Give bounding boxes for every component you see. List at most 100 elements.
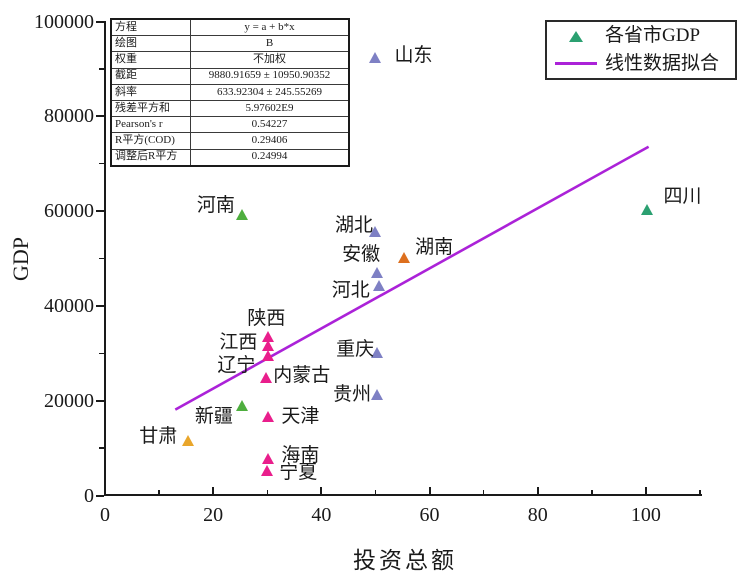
y-axis-line <box>104 21 106 496</box>
point-label-辽宁: 辽宁 <box>217 354 256 376</box>
stats-row-label: 调整后R平方 <box>110 148 191 167</box>
data-point-海南 <box>261 452 274 464</box>
x-tick-label: 20 <box>203 504 224 526</box>
stats-row: 绘图 B <box>110 35 350 53</box>
linear-fit-line <box>174 145 650 411</box>
stats-row-value: 不加权 <box>190 51 350 69</box>
legend: 各省市GDP 线性数据拟合 <box>545 20 737 80</box>
point-label-重庆: 重庆 <box>336 338 375 360</box>
stats-row: 斜率 633.92304 ± 245.55269 <box>110 83 350 101</box>
fit-line-icon <box>555 62 597 66</box>
point-label-新疆: 新疆 <box>194 405 233 427</box>
point-label-贵州: 贵州 <box>333 383 372 405</box>
legend-icon-box <box>547 30 605 42</box>
x-axis-title: 投资总额 <box>353 548 457 573</box>
x-tick-label: 60 <box>419 504 440 526</box>
x-major-tick <box>644 487 647 495</box>
stats-row: 权重 不加权 <box>110 51 350 69</box>
stats-row-label: 截距 <box>110 67 191 85</box>
y-tick-label: 100000 <box>34 10 94 33</box>
point-label-江西: 江西 <box>219 331 258 353</box>
point-label-陕西: 陕西 <box>247 307 286 329</box>
x-axis-line <box>104 494 702 496</box>
stats-row-value: 0.29406 <box>190 132 350 150</box>
stats-row-value: 0.54227 <box>190 116 350 134</box>
x-tick-label: 40 <box>311 504 332 526</box>
point-label-山东: 山东 <box>394 45 433 67</box>
x-minor-tick <box>591 490 593 495</box>
data-point-四川 <box>641 203 654 215</box>
data-point-内蒙古 <box>259 371 272 383</box>
x-major-tick <box>536 487 539 495</box>
point-label-甘肃: 甘肃 <box>139 425 178 447</box>
stats-row-value: 9880.91659 ± 10950.90352 <box>190 67 350 85</box>
y-axis-title: GDP <box>8 237 33 282</box>
data-point-辽宁 <box>261 350 274 362</box>
point-label-河南: 河南 <box>196 194 235 216</box>
x-tick-label: 0 <box>100 504 110 526</box>
stats-row: 截距 9880.91659 ± 10950.90352 <box>110 67 350 85</box>
data-point-山东 <box>368 51 381 63</box>
data-point-天津 <box>261 411 274 423</box>
stats-row-label: Pearson's r <box>110 116 191 134</box>
stats-row: Pearson's r 0.54227 <box>110 116 350 134</box>
stats-row-value: 0.24994 <box>190 148 350 167</box>
data-point-河南 <box>236 209 249 221</box>
stats-row-label: R平方(COD) <box>110 132 191 150</box>
regression-stats-table: 方程 y = a + b*x 绘图 B 权重 不加权 截距 9880.91659 ± 1095… <box>110 18 350 167</box>
point-label-宁夏: 宁夏 <box>279 462 318 484</box>
stats-row: 残差平方和 5.97602E9 <box>110 99 350 118</box>
triangle-marker-icon <box>569 30 583 42</box>
legend-entry-series: 各省市GDP <box>547 23 735 49</box>
y-major-tick <box>96 210 104 213</box>
y-major-tick <box>96 20 104 23</box>
legend-icon-box <box>547 62 605 66</box>
data-point-陕西 <box>261 331 274 343</box>
y-tick-label: 40000 <box>44 294 94 317</box>
data-point-甘肃 <box>181 435 194 447</box>
y-major-tick <box>96 304 104 307</box>
x-tick-label: 80 <box>527 504 548 526</box>
x-major-tick <box>428 487 431 495</box>
x-minor-tick <box>374 490 377 495</box>
data-point-贵州 <box>370 389 383 401</box>
point-label-海南: 海南 <box>281 445 320 467</box>
y-tick-label: 20000 <box>44 389 94 412</box>
legend-entry-fit: 线性数据拟合 <box>547 51 735 77</box>
point-label-四川: 四川 <box>663 186 702 208</box>
y-minor-tick <box>99 447 104 449</box>
stats-row-label: 方程 <box>110 18 191 37</box>
stats-row-value: y = a + b*x <box>190 18 350 37</box>
data-point-湖南 <box>397 251 410 263</box>
stats-row-value: 633.92304 ± 245.55269 <box>190 83 350 101</box>
y-major-tick <box>96 115 104 118</box>
y-minor-tick <box>99 68 104 70</box>
stats-row-label: 斜率 <box>110 83 191 101</box>
x-tick-label: 100 <box>630 504 661 526</box>
data-point-宁夏 <box>260 464 273 476</box>
x-minor-tick <box>266 490 269 495</box>
data-point-河北 <box>373 280 386 292</box>
stats-row-label: 绘图 <box>110 35 191 53</box>
data-point-江西 <box>261 340 274 352</box>
y-major-tick <box>96 494 104 497</box>
point-label-天津: 天津 <box>281 405 320 427</box>
x-minor-tick <box>482 490 485 495</box>
x-major-tick <box>320 487 323 495</box>
stats-row-label: 残差平方和 <box>110 99 191 118</box>
data-point-湖北 <box>369 225 382 237</box>
y-tick-label: 80000 <box>44 105 94 128</box>
point-label-河北: 河北 <box>331 279 370 301</box>
data-point-安徽 <box>370 267 383 279</box>
y-tick-label: 0 <box>84 484 94 507</box>
point-label-内蒙古: 内蒙古 <box>273 365 331 386</box>
stats-row-value: 5.97602E9 <box>190 99 350 118</box>
stats-row-value: B <box>190 35 350 53</box>
y-minor-tick <box>99 352 104 355</box>
y-minor-tick <box>99 162 104 165</box>
stats-row: 调整后R平方 0.24994 <box>110 148 350 167</box>
x-minor-tick <box>699 490 701 495</box>
y-major-tick <box>96 399 104 402</box>
